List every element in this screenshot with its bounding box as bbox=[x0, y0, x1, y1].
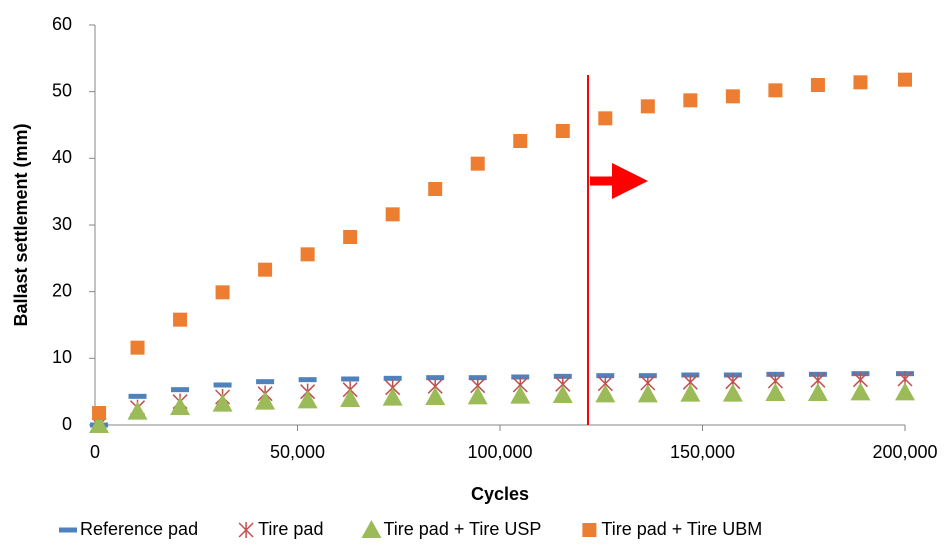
point bbox=[173, 312, 188, 327]
legend-marker bbox=[582, 523, 597, 537]
point bbox=[510, 385, 531, 404]
point bbox=[513, 134, 528, 148]
y-tick-label: 10 bbox=[52, 347, 72, 367]
point bbox=[768, 83, 783, 98]
point bbox=[722, 383, 743, 402]
x-tick-label: 50,000 bbox=[270, 442, 325, 462]
point bbox=[470, 156, 485, 171]
point bbox=[128, 393, 147, 399]
point bbox=[595, 384, 616, 403]
point bbox=[850, 382, 871, 401]
point bbox=[683, 93, 698, 108]
point bbox=[255, 391, 276, 410]
y-tick-label: 20 bbox=[52, 280, 72, 300]
point bbox=[640, 99, 655, 114]
point bbox=[467, 386, 488, 405]
point bbox=[300, 247, 315, 262]
legend-label: Tire pad bbox=[258, 519, 323, 539]
x-axis-title: Cycles bbox=[471, 484, 529, 504]
point bbox=[92, 406, 107, 420]
point bbox=[130, 340, 145, 355]
legend-label: Tire pad + Tire USP bbox=[383, 519, 541, 539]
x-tick-label: 150,000 bbox=[670, 442, 735, 462]
point bbox=[298, 377, 317, 383]
point bbox=[895, 382, 915, 401]
point bbox=[898, 72, 912, 87]
point bbox=[258, 262, 273, 277]
point bbox=[170, 397, 191, 415]
y-tick-label: 0 bbox=[62, 414, 72, 434]
point bbox=[256, 379, 275, 385]
x-tick-label: 100,000 bbox=[467, 442, 532, 462]
point bbox=[340, 389, 361, 407]
point bbox=[428, 182, 443, 196]
point bbox=[212, 393, 233, 412]
point bbox=[598, 111, 613, 126]
point bbox=[810, 78, 825, 92]
point bbox=[171, 387, 190, 393]
y-tick-label: 60 bbox=[52, 14, 72, 34]
y-tick-label: 50 bbox=[52, 80, 72, 100]
point bbox=[341, 376, 360, 382]
point bbox=[807, 383, 828, 401]
y-tick-label: 30 bbox=[52, 214, 72, 234]
point bbox=[382, 387, 403, 406]
x-tick-label: 0 bbox=[90, 442, 100, 462]
point bbox=[215, 285, 230, 300]
point bbox=[383, 375, 402, 381]
point bbox=[425, 387, 446, 405]
point bbox=[343, 230, 358, 244]
point bbox=[637, 384, 658, 403]
point bbox=[552, 385, 573, 403]
legend-label: Reference pad bbox=[80, 519, 198, 539]
y-tick-label: 40 bbox=[52, 147, 72, 167]
point bbox=[426, 375, 445, 381]
point bbox=[725, 89, 740, 104]
legend-label: Tire pad + Tire UBM bbox=[601, 519, 762, 539]
x-tick-label: 200,000 bbox=[872, 442, 937, 462]
point bbox=[127, 401, 148, 420]
point bbox=[765, 383, 786, 401]
point bbox=[853, 75, 868, 90]
legend-marker bbox=[59, 527, 77, 533]
point bbox=[555, 124, 570, 138]
y-axis-title: Ballast settlement (mm) bbox=[11, 123, 31, 326]
point bbox=[213, 382, 232, 388]
point bbox=[680, 383, 701, 402]
point bbox=[89, 415, 110, 433]
legend-marker bbox=[238, 522, 254, 538]
point bbox=[385, 207, 400, 222]
legend-marker bbox=[361, 520, 382, 538]
point bbox=[297, 390, 318, 409]
